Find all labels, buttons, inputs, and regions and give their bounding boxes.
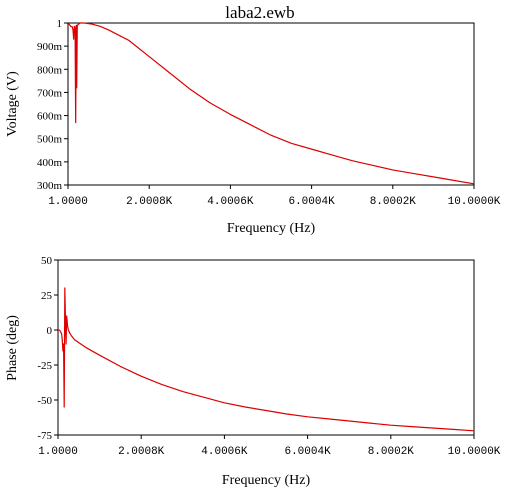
magnitude-trace [68, 22, 475, 185]
magnitude-y-axis-label: Voltage (V) [5, 71, 20, 137]
magnitude-x-tick-label: 8.0002K [370, 196, 417, 208]
chart-title: laba2.ewb [225, 3, 294, 22]
magnitude-y-tick-label: 500m [37, 134, 63, 146]
phase-y-tick-label: 25 [41, 290, 53, 302]
phase-ticks: 1.0000 2.0008K 4.0006K 6.0004K 8.0002K 10.000… [37, 255, 500, 458]
phase-x-tick-label: 6.0004K [284, 446, 331, 458]
magnitude-x-axis-label: Frequency (Hz) [227, 221, 316, 236]
phase-y-axis-label: Phase (deg) [5, 315, 20, 381]
magnitude-y-tick-label: 300m [37, 180, 63, 192]
magnitude-x-tick-label: 1.0000 [48, 196, 88, 208]
phase-plot: 1.0000 2.0008K 4.0006K 6.0004K 8.0002K 10.000… [5, 255, 501, 488]
magnitude-x-tick-label: 6.0004K [288, 196, 335, 208]
phase-x-tick-label: 10.0000K [448, 446, 501, 458]
magnitude-y-tick-label: 700m [37, 87, 63, 99]
phase-x-tick-label: 8.0002K [368, 446, 415, 458]
magnitude-y-tick-label: 1 [57, 18, 63, 30]
magnitude-x-tick-label: 4.0006K [207, 196, 254, 208]
phase-y-tick-label: 50 [41, 255, 53, 267]
magnitude-trace-group [68, 22, 475, 185]
magnitude-plot-frame [67, 22, 475, 186]
phase-x-tick-label: 1.0000 [38, 446, 78, 458]
magnitude-ticks: 1.0000 2.0008K 4.0006K 6.0004K 8.0002K 10.000… [37, 18, 501, 208]
magnitude-x-tick-label: 2.0008K [126, 196, 173, 208]
magnitude-y-tick-label: 900m [37, 41, 63, 53]
phase-y-tick-label: -75 [37, 430, 52, 442]
magnitude-plot: 1.0000 2.0008K 4.0006K 6.0004K 8.0002K 10.000… [5, 18, 501, 236]
magnitude-x-tick-label: 10.0000K [448, 196, 501, 208]
magnitude-y-tick-label: 400m [37, 157, 63, 169]
phase-y-tick-label: -50 [37, 395, 52, 407]
phase-x-tick-label: 4.0006K [201, 446, 248, 458]
phase-trace [58, 287, 475, 432]
phase-plot-frame [57, 259, 475, 436]
phase-trace-group [58, 287, 475, 432]
phase-x-tick-label: 2.0008K [118, 446, 165, 458]
magnitude-y-tick-label: 600m [37, 111, 63, 123]
phase-x-axis-label: Frequency (Hz) [222, 473, 311, 488]
magnitude-y-tick-label: 800m [37, 64, 63, 76]
phase-y-tick-label: -25 [37, 360, 52, 372]
phase-y-tick-label: 0 [47, 325, 53, 337]
